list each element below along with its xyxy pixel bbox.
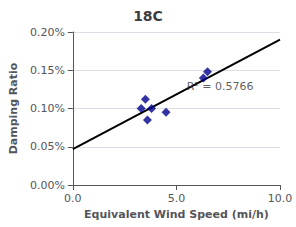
svg-text:0.0: 0.0 <box>64 192 82 205</box>
svg-text:Equivalent Wind Speed (mi/h): Equivalent Wind Speed (mi/h) <box>84 208 269 221</box>
svg-text:18C: 18C <box>133 8 163 24</box>
svg-text:0.00%: 0.00% <box>30 179 65 192</box>
svg-text:R² = 0.5766: R² = 0.5766 <box>187 80 254 93</box>
svg-text:0.20%: 0.20% <box>30 26 65 39</box>
svg-text:5.0: 5.0 <box>168 192 186 205</box>
svg-text:0.05%: 0.05% <box>30 140 65 153</box>
svg-text:10.0: 10.0 <box>268 192 293 205</box>
svg-text:Damping Ratio: Damping Ratio <box>7 62 20 154</box>
svg-text:0.10%: 0.10% <box>30 102 65 115</box>
svg-text:0.15%: 0.15% <box>30 64 65 77</box>
